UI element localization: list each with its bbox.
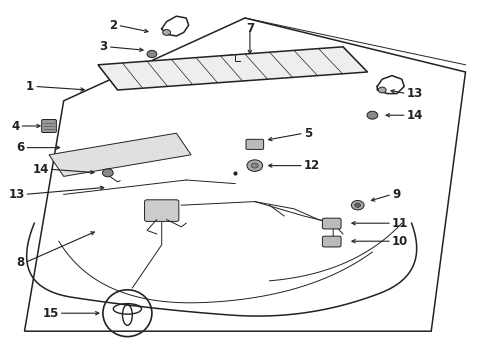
Text: 11: 11 [392,217,408,230]
Circle shape [102,169,113,177]
Text: 4: 4 [11,120,20,132]
Polygon shape [98,47,368,90]
Text: 7: 7 [246,22,254,35]
Circle shape [378,87,386,93]
Text: 12: 12 [304,159,320,172]
Text: 14: 14 [33,163,49,176]
Circle shape [247,160,263,171]
Circle shape [147,50,157,58]
Text: 2: 2 [109,19,118,32]
FancyBboxPatch shape [322,236,341,247]
Text: 13: 13 [8,188,24,201]
Circle shape [367,111,378,119]
FancyBboxPatch shape [322,218,341,229]
FancyBboxPatch shape [42,120,56,132]
Circle shape [251,163,258,168]
Text: 1: 1 [26,80,34,93]
Circle shape [163,30,171,35]
Polygon shape [49,133,191,176]
Text: 8: 8 [16,256,24,269]
Text: 3: 3 [99,40,108,53]
Text: 10: 10 [392,235,408,248]
Text: 14: 14 [407,109,423,122]
Circle shape [351,201,364,210]
Text: 13: 13 [407,87,423,100]
Text: 5: 5 [304,127,312,140]
FancyBboxPatch shape [145,200,179,221]
FancyBboxPatch shape [246,139,264,149]
Circle shape [355,203,361,207]
Text: 9: 9 [392,188,400,201]
Text: 6: 6 [16,141,24,154]
Text: 15: 15 [43,307,59,320]
